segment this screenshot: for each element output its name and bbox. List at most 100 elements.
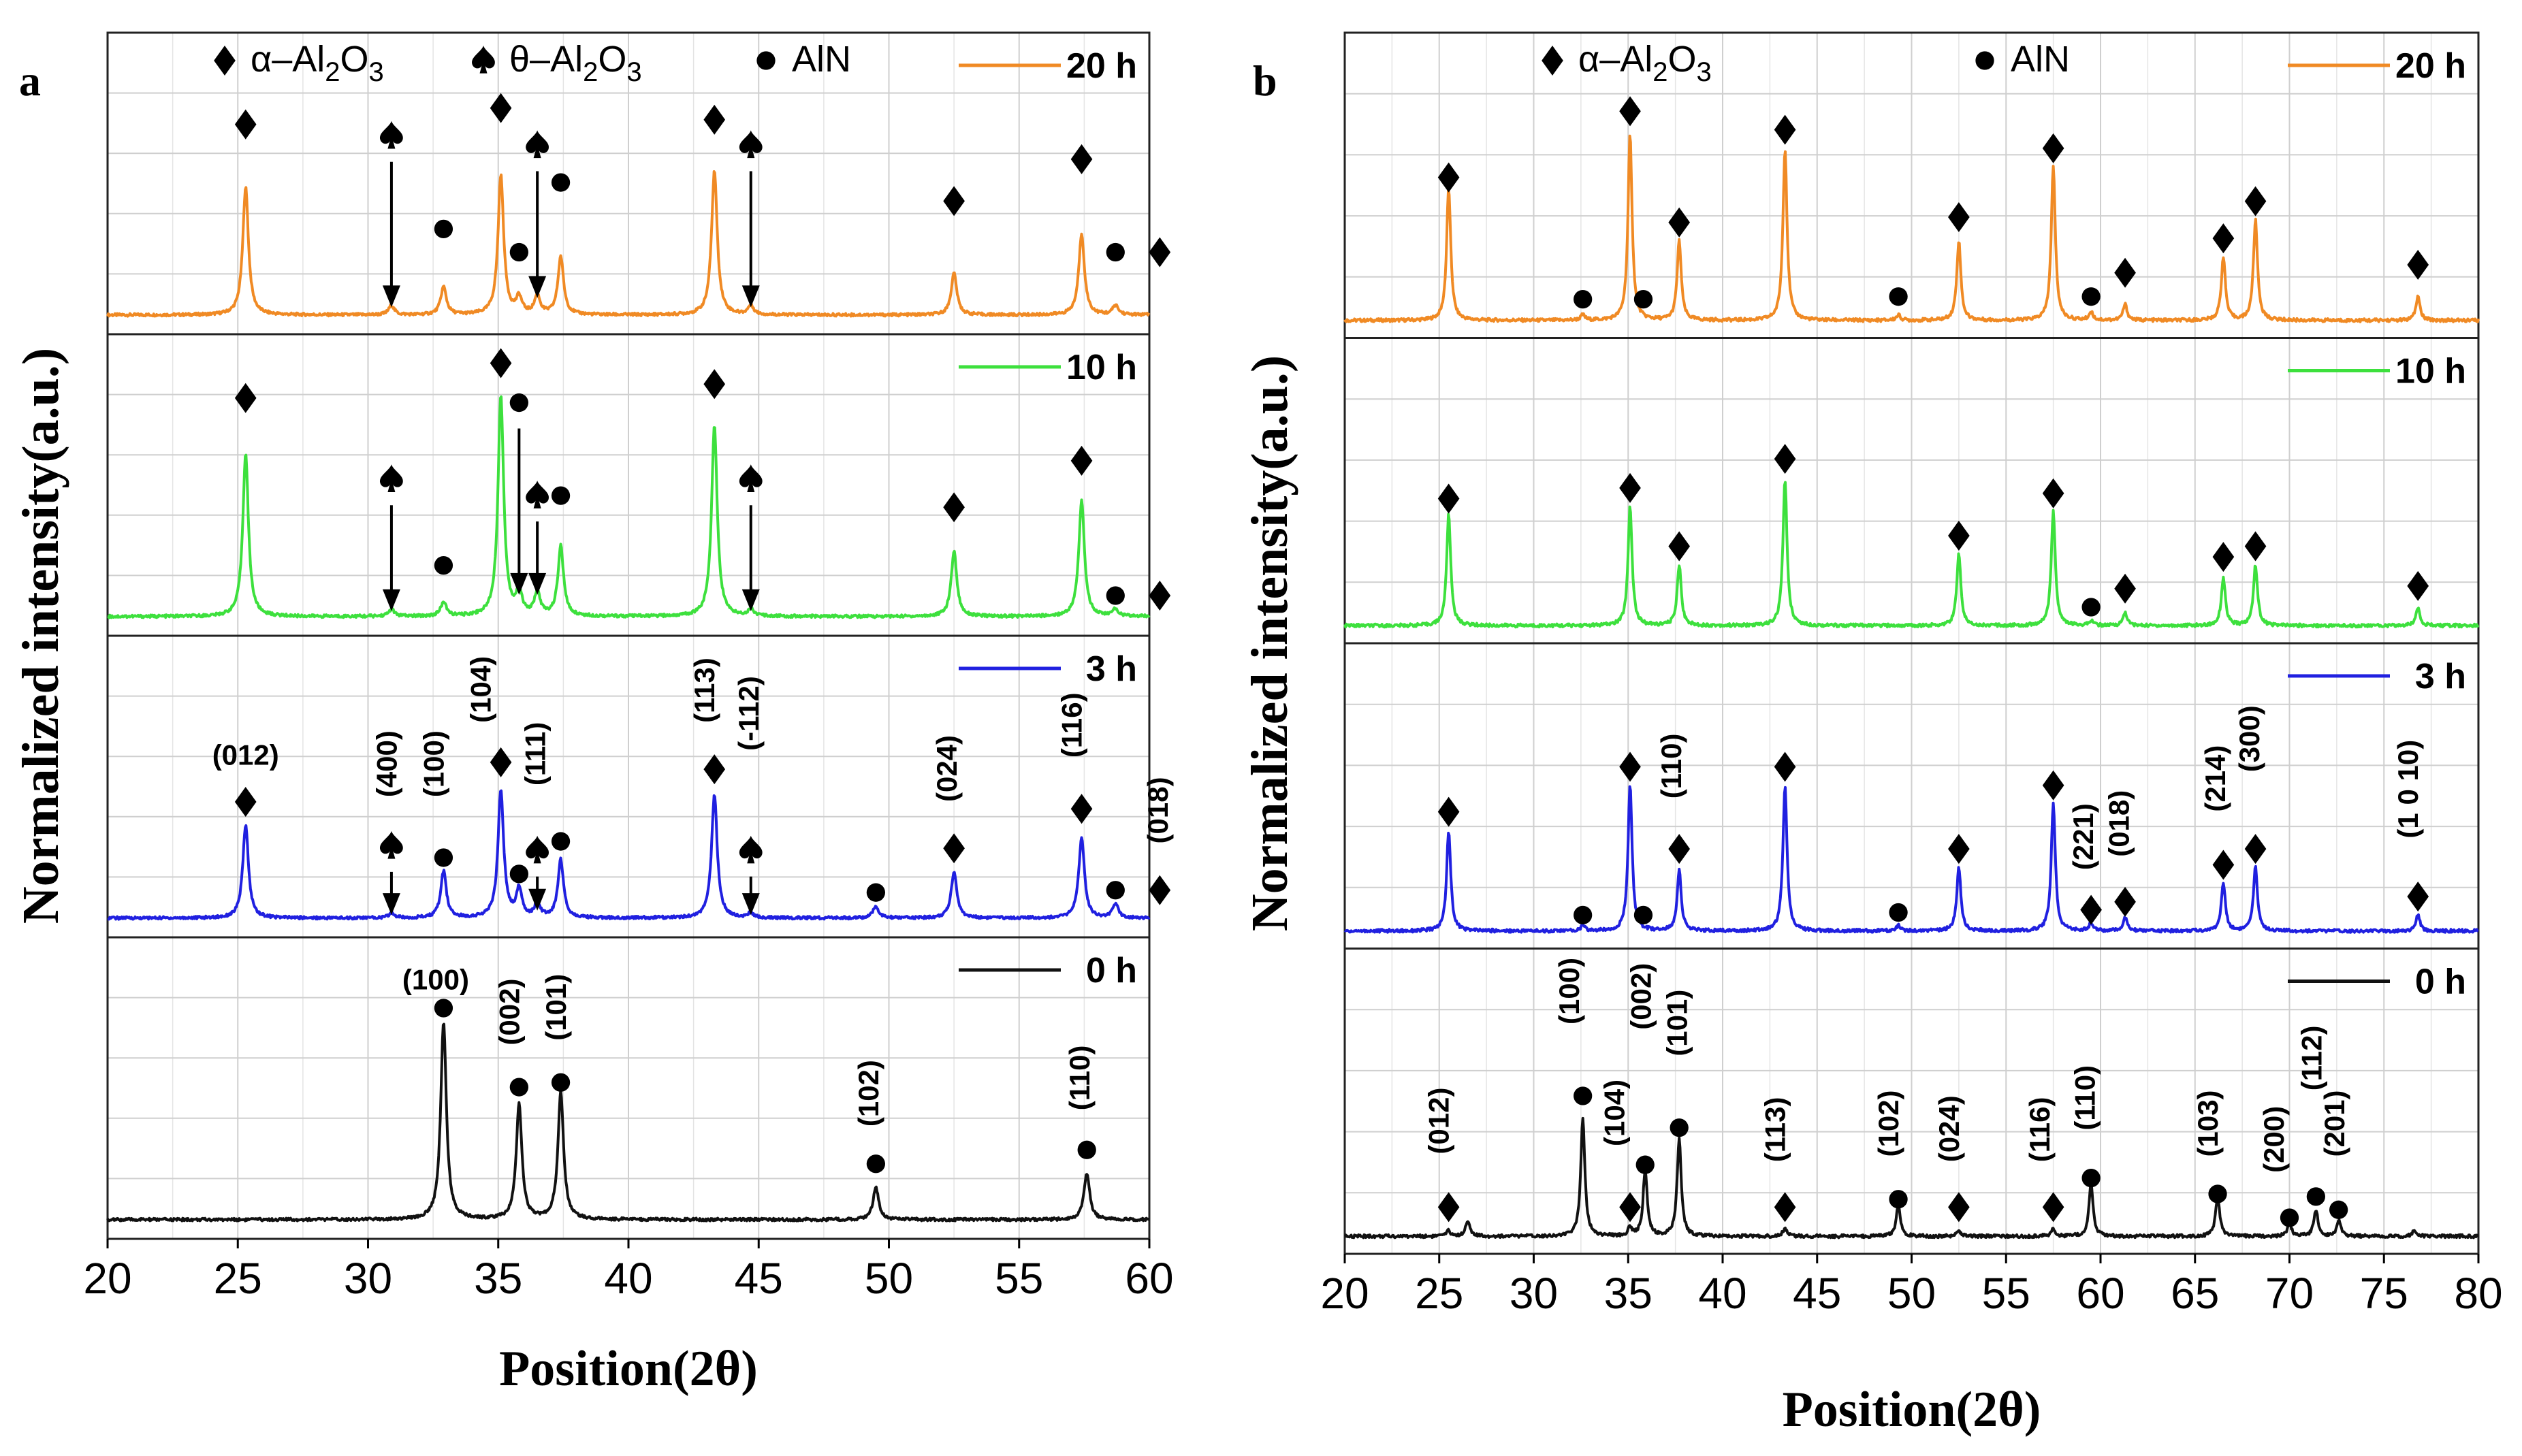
series-legend-label: 3 h (1086, 649, 1137, 689)
diamond-marker (490, 747, 512, 777)
circle-marker (551, 1073, 571, 1092)
diamond-marker (2244, 186, 2267, 216)
hkl-label: (102) (1872, 1090, 1904, 1156)
diamond-marker (1437, 796, 1460, 827)
circle-marker (509, 242, 528, 262)
circle-marker (2081, 598, 2101, 617)
x-tick-label: 65 (2171, 1269, 2219, 1318)
diamond-marker (1070, 445, 1093, 476)
series-legend-label: 0 h (2415, 962, 2466, 1002)
diamond-marker (234, 383, 257, 413)
x-tick-label: 50 (865, 1254, 913, 1303)
circle-marker (1670, 1118, 1689, 1137)
x-tick-label: 55 (1982, 1269, 2030, 1318)
series-legend-label: 10 h (1066, 348, 1137, 387)
hkl-label: (100) (417, 730, 449, 797)
x-tick-label: 50 (1887, 1269, 1936, 1318)
circle-marker (434, 999, 453, 1018)
diamond-marker (1070, 794, 1093, 824)
arrow-head (382, 285, 400, 308)
diamond-marker (703, 104, 726, 135)
x-tick-label: 45 (735, 1254, 783, 1303)
grid-3h (107, 636, 1150, 937)
x-tick-label: 25 (214, 1254, 262, 1303)
diamond-marker (1668, 531, 1691, 562)
circle-marker (2306, 1187, 2325, 1206)
circle-marker (1106, 242, 1125, 262)
diamond-marker (1437, 162, 1460, 193)
y-axis-label: Normalized intensity(a.u.) (12, 348, 69, 924)
spade-marker (739, 835, 763, 864)
spade-marker (379, 830, 403, 859)
circle-marker (1889, 287, 1908, 306)
hkl-label: (1 0 10) (2392, 740, 2424, 839)
grid-20h (107, 33, 1150, 334)
circle-marker (509, 393, 528, 412)
hkl-label: (102) (852, 1060, 884, 1127)
grid-20h (1344, 33, 2479, 338)
x-tick-label: 20 (1320, 1269, 1369, 1318)
circle-marker (1889, 903, 1908, 922)
grid-0h (107, 937, 1150, 1239)
arrow-head (741, 893, 760, 916)
hkl-label: (103) (2192, 1090, 2224, 1156)
hkl-label: (012) (212, 739, 279, 771)
series-legend-label: 20 h (2395, 46, 2466, 86)
diamond-marker (1948, 834, 1970, 864)
grid-10h (107, 334, 1150, 636)
diamond-marker (1668, 207, 1691, 238)
legend-diamond-icon (1542, 46, 1563, 76)
diamond-marker (2212, 542, 2235, 572)
circle-marker (1889, 1190, 1908, 1209)
series-line-3h (1343, 785, 2479, 934)
circle-marker (1633, 905, 1653, 925)
series-legend-label: 0 h (1086, 951, 1137, 990)
spade-marker (379, 120, 403, 149)
x-tick-label: 60 (2076, 1269, 2124, 1318)
panel-label: a (19, 56, 41, 105)
circle-marker (1574, 289, 1593, 309)
hkl-label: (024) (1933, 1095, 1965, 1162)
diamond-marker (234, 109, 257, 140)
panel-label: b (1253, 56, 1277, 105)
x-tick-label: 30 (344, 1254, 392, 1303)
circle-marker (1574, 905, 1593, 925)
hkl-label: (110) (1064, 1046, 1096, 1111)
hkl-label: (214) (2199, 745, 2231, 812)
spade-marker (526, 835, 549, 864)
hkl-label: (116) (2024, 1097, 2056, 1163)
hkl-label: (-112) (733, 676, 765, 751)
x-tick-label: 45 (1793, 1269, 1841, 1318)
arrow-head (528, 888, 547, 911)
circle-marker (509, 864, 528, 884)
grid-0h (1344, 948, 2479, 1254)
hkl-label: (200) (2258, 1106, 2290, 1173)
diamond-marker (1774, 1192, 1796, 1223)
series-line-0h (106, 1022, 1150, 1223)
circle-marker (866, 883, 886, 902)
x-tick-label: 25 (1415, 1269, 1463, 1318)
series-legend-label: 3 h (2415, 657, 2466, 696)
x-tick-label: 35 (1604, 1269, 1653, 1318)
series-line-10h (1343, 481, 2480, 629)
diamond-marker (2042, 133, 2064, 163)
diamond-marker (703, 754, 726, 785)
circle-marker (866, 1154, 886, 1174)
legend-label: θ–Al2O3 (509, 39, 642, 87)
hkl-label: (100) (1553, 958, 1585, 1024)
diamond-marker (490, 93, 512, 123)
hkl-label: (002) (493, 979, 525, 1046)
circle-marker (551, 832, 571, 851)
hkl-label: (100) (402, 964, 469, 996)
legend-label: AlN (792, 39, 851, 80)
arrow-head (510, 572, 528, 595)
hkl-label: (012) (1423, 1088, 1455, 1154)
grid-3h (1344, 643, 2479, 949)
circle-marker (2280, 1208, 2299, 1227)
diamond-marker (703, 369, 726, 400)
circle-marker (509, 1078, 528, 1097)
spade-marker (379, 464, 403, 492)
hkl-label: (110) (1655, 733, 1687, 798)
diamond-marker (943, 833, 965, 864)
spade-marker (526, 481, 549, 508)
